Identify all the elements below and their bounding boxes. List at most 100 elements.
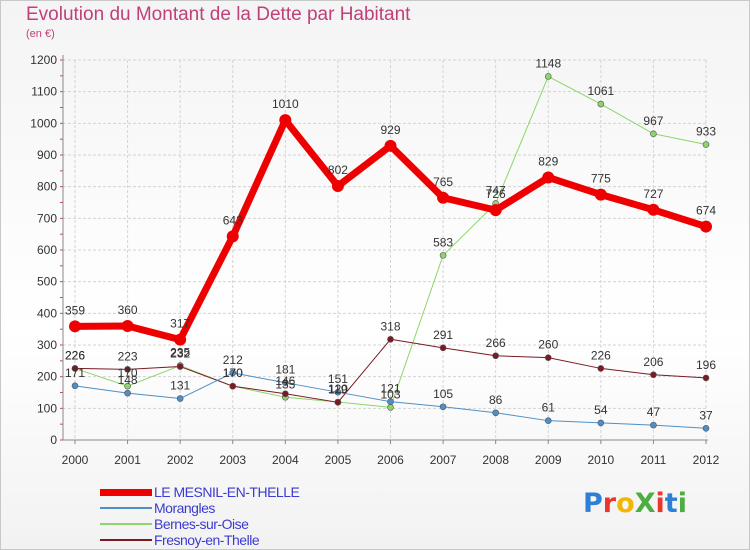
data-point: [542, 171, 555, 184]
data-point: [124, 382, 131, 390]
data-point: [387, 404, 394, 411]
data-label: 226: [591, 348, 611, 362]
legend-item-le-mesnil: LE MESNIL-EN-THELLE: [100, 484, 300, 500]
logo-letter: t: [664, 488, 678, 519]
data-point: [597, 419, 605, 427]
x-tick-label: 2009: [535, 453, 562, 467]
data-point: [489, 204, 502, 217]
y-tick-label: 100: [37, 401, 57, 415]
legend-item-bernes: Bernes-sur-Oise: [100, 516, 299, 532]
data-point: [647, 203, 660, 216]
data-label: 206: [643, 355, 663, 369]
data-point: [492, 352, 499, 360]
data-label: 727: [643, 187, 663, 201]
y-tick-label: 500: [37, 275, 57, 289]
data-label: 266: [486, 336, 506, 350]
data-label: 86: [489, 393, 503, 407]
legend-item-fresnoy: Fresnoy-en-Thelle: [100, 532, 299, 548]
data-point: [334, 399, 342, 406]
y-tick-label: 200: [37, 370, 57, 384]
data-label: 232: [170, 347, 190, 361]
data-point: [176, 395, 184, 402]
data-label: 119: [328, 382, 347, 396]
data-label: 291: [433, 328, 453, 342]
data-label: 643: [223, 213, 243, 227]
legend-swatch-fresnoy: [100, 539, 152, 541]
data-labels: 359 360 317 643 1010 802 929 765 726 829 775 727 674…: [65, 56, 716, 422]
proxiti-logo: ProXiti: [583, 488, 687, 519]
data-label: 170: [223, 366, 243, 380]
data-label: 54: [594, 403, 608, 417]
chart-title: Evolution du Montant de la Dette par Hab…: [26, 4, 411, 25]
data-label: 583: [433, 235, 453, 249]
legend-label: Bernes-sur-Oise: [154, 516, 249, 532]
y-tick-label: 800: [37, 180, 57, 194]
data-point: [124, 389, 131, 397]
data-point: [650, 130, 657, 138]
data-label: 360: [118, 303, 138, 317]
data-label: 1148: [535, 56, 561, 70]
legend-label: LE MESNIL-EN-THELLE: [154, 484, 300, 500]
data-label: 170: [223, 366, 243, 380]
data-point: [226, 230, 239, 243]
data-point: [702, 141, 710, 148]
data-point: [650, 371, 657, 379]
data-point: [176, 363, 184, 370]
data-point: [282, 379, 289, 386]
logo-letter: i: [677, 488, 687, 519]
data-point: [597, 365, 605, 372]
data-label: 146: [275, 374, 295, 388]
data-label: 226: [65, 348, 85, 362]
data-label: 121: [380, 382, 400, 396]
data-label: 181: [275, 363, 295, 377]
data-label: 747: [486, 183, 506, 197]
data-label: 47: [647, 405, 661, 419]
data-point: [387, 335, 394, 343]
data-label: 135: [275, 377, 295, 391]
y-tick-label: 0: [50, 433, 57, 447]
x-tick-label: 2002: [167, 453, 194, 467]
data-point: [282, 390, 289, 398]
x-tick-label: 2005: [325, 453, 352, 467]
y-tick-label: 300: [37, 338, 57, 352]
data-point: [69, 320, 81, 333]
x-tick-label: 2007: [430, 453, 457, 467]
logo-letter: r: [602, 488, 617, 519]
data-label: 359: [65, 303, 85, 317]
axes: 0 100 200 300 400 500 600 700 800 900 1000 1100 1200…: [30, 53, 719, 467]
y-tick-label: 1100: [31, 85, 57, 99]
data-label: 765: [433, 175, 453, 189]
data-point: [229, 369, 237, 377]
data-label: 317: [170, 317, 190, 331]
data-point: [71, 365, 79, 372]
data-label: 235: [170, 346, 190, 360]
data-label: 726: [486, 187, 506, 201]
x-tick-label: 2011: [641, 453, 667, 467]
data-point: [121, 320, 134, 332]
data-label: 120: [328, 382, 348, 396]
data-point: [544, 354, 552, 361]
legend-swatch-bernes: [100, 523, 152, 525]
data-label: 226: [65, 348, 85, 362]
data-label: 1061: [587, 84, 614, 98]
chart-subtitle: (en €): [26, 28, 55, 40]
y-tick-label: 1200: [30, 53, 57, 67]
y-tick-label: 600: [37, 243, 57, 257]
data-point: [439, 252, 447, 259]
y-tick-label: 900: [37, 148, 57, 162]
x-tick-label: 2008: [482, 453, 509, 467]
y-tick-label: 700: [37, 211, 57, 225]
x-tick-label: 2006: [377, 453, 404, 467]
legend-label: Fresnoy-en-Thelle: [154, 532, 260, 548]
data-point: [544, 73, 552, 80]
data-point: [331, 180, 344, 193]
data-point: [544, 417, 552, 424]
data-point: [71, 382, 79, 390]
data-label: 37: [699, 408, 713, 422]
logo-letter: o: [616, 488, 635, 519]
data-label: 260: [538, 338, 558, 352]
x-tick-label: 2000: [62, 453, 89, 467]
data-label: 318: [380, 319, 400, 333]
data-label: 196: [696, 358, 716, 372]
